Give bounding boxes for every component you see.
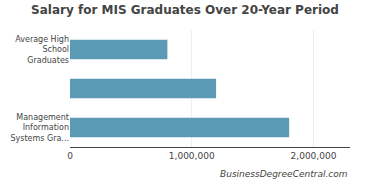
svg-text:ManagementInformationSystems G: ManagementInformationSystems Gra... bbox=[10, 113, 69, 143]
svg-text:1,000,000: 1,000,000 bbox=[169, 151, 215, 161]
svg-text:2,000,000: 2,000,000 bbox=[291, 151, 337, 161]
svg-text:Salary for MIS Graduates Over: Salary for MIS Graduates Over 20-Year Pe… bbox=[31, 3, 339, 17]
svg-text:0: 0 bbox=[67, 151, 73, 161]
svg-text:BusinessDegreeCentral.com: BusinessDegreeCentral.com bbox=[220, 169, 348, 179]
svg-text:Average HighSchoolGraduates: Average HighSchoolGraduates bbox=[15, 35, 69, 65]
